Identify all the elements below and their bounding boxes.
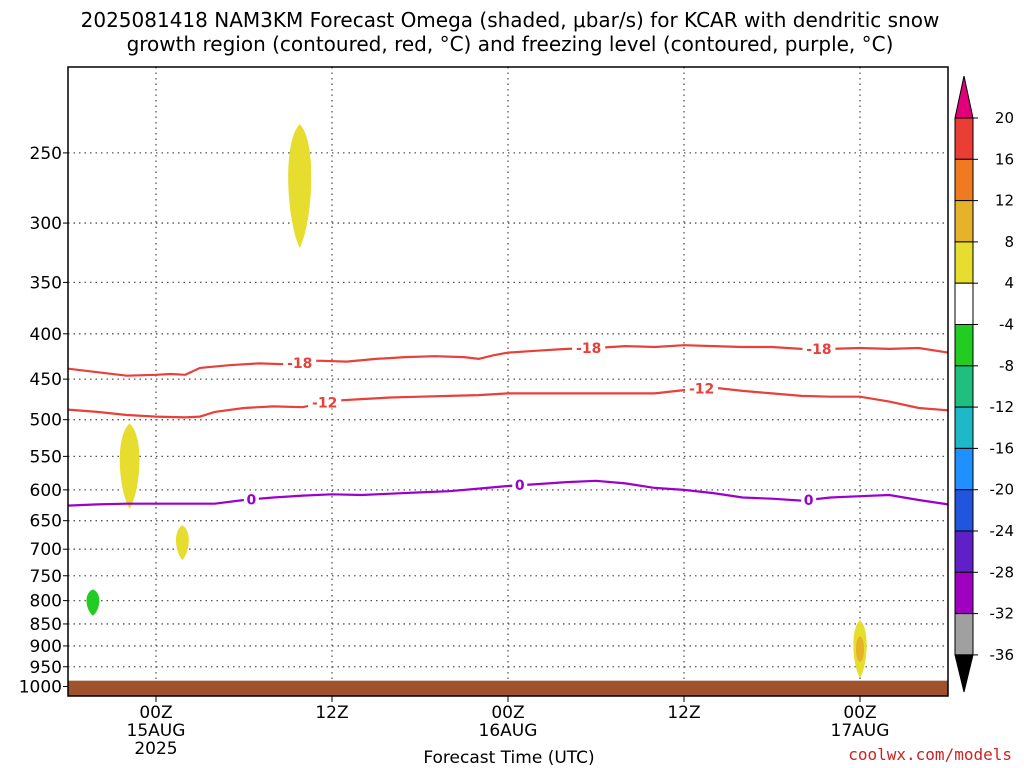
colorbar-box [954,406,974,449]
y-tick-label: 1000 [19,677,62,697]
colorbar-box [954,447,974,491]
contour-label: -12 [689,382,714,398]
colorbar-label: -12 [990,398,1015,416]
colorbar-box [954,571,974,615]
colorbar-label: -36 [990,646,1015,664]
x-tick-label: 12Z [315,703,348,723]
x-tick-label: 16AUG [479,721,538,741]
colorbar-triangle-top [954,75,974,119]
contour-label: 0 [515,478,525,494]
colorbar-label: 8 [1004,233,1014,251]
y-tick-label: 550 [30,447,62,467]
contour-label: -18 [806,342,831,358]
y-tick-label: 650 [30,512,62,532]
plot-area: -18 -18 -18 -12 -12 0 0 0 [67,67,949,696]
contour-label: 0 [804,493,814,509]
y-tick-label: 500 [30,411,62,431]
y-tick-label: 300 [30,214,62,234]
contour-label-bg [243,491,259,506]
colorbar-label: -20 [990,481,1015,499]
colorbar-label: 16 [995,150,1014,168]
colorbar-box [954,365,974,408]
contour-label-bg [802,340,836,355]
chart-title-line1: 2025081418 NAM3KM Forecast Omega (shaded… [81,8,940,32]
contour-label-bg [572,340,606,355]
ground-terrain [68,680,948,696]
y-tick-label: 850 [30,615,62,635]
omega-shaded-area [288,124,312,248]
colorbar-label: 4 [1004,274,1014,292]
colorbar-box [954,324,974,367]
y-tick-label: 400 [30,325,62,345]
x-tick-label: 17AUG [831,721,890,741]
y-tick-label: 700 [30,540,62,560]
x-tick-label: 00Z [491,703,524,723]
colorbar-label: 20 [995,109,1014,127]
colorbar-label: -28 [990,563,1015,581]
y-tick-label: 350 [30,273,62,293]
contour-label: 0 [246,492,256,508]
contour-label-bg [801,491,817,506]
y-tick-label: 900 [30,637,62,657]
colorbar-box [954,613,974,656]
y-tick-label: 800 [30,592,62,612]
x-axis-label: Forecast Time (UTC) [423,748,594,768]
colorbar-label: -4 [999,316,1014,334]
contour-label-bg [512,477,528,492]
y-tick-label: 950 [30,658,62,678]
x-tick-label: 00Z [139,703,172,723]
x-tick-label: 15AUG [127,721,186,741]
contour-label-bg [685,380,719,395]
colorbar-box [954,158,974,202]
colorbar: 20 16 12 8 4 -4 -8 -12 -16 -20 -24 -28 -32 -36 [954,75,1015,693]
x-tick-label: 00Z [843,703,876,723]
x-tick-label: 2025 [134,739,177,759]
y-tick-label: 450 [30,370,62,390]
contour-line--12 [67,386,949,419]
omega-shaded-area [86,589,100,616]
contour-line--18 [67,344,949,377]
x-tick-label: 12Z [667,703,700,723]
contour-label: -18 [576,341,601,357]
colorbar-label: 12 [995,192,1014,210]
contour-label-bg [283,354,317,369]
colorbar-box [954,489,974,532]
omega-shaded-area-inner [856,636,864,662]
colorbar-triangle-bottom [954,654,974,693]
colorbar-label: -16 [990,439,1015,457]
colorbar-box [954,241,974,284]
axes: 2503003504004505005506006507007508008509… [19,144,890,759]
colorbar-label: -24 [990,522,1015,540]
colorbar-label: -8 [999,357,1014,375]
colorbar-box [954,200,974,243]
colorbar-label: -32 [990,605,1015,623]
credit-text: coolwx.com/models [848,745,1012,764]
contour-label: -18 [287,356,312,372]
y-tick-label: 600 [30,481,62,501]
y-tick-label: 250 [30,144,62,164]
colorbar-box [954,117,974,160]
chart-title-line2: growth region (contoured, red, °C) and f… [127,32,894,56]
colorbar-box [954,282,974,326]
contour-label: -12 [312,395,337,411]
y-tick-label: 750 [30,567,62,587]
omega-shaded-area [119,423,140,509]
omega-shaded-area [175,525,189,561]
colorbar-box [954,530,974,573]
contour-label-bg [308,394,342,409]
